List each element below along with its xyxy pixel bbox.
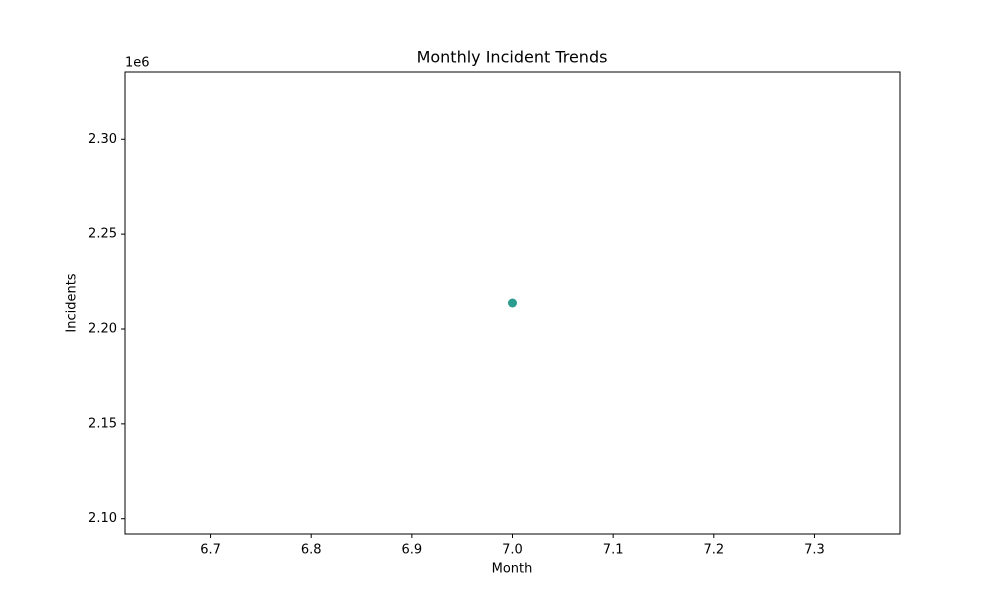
y-axis-label: Incidents: [65, 273, 80, 332]
x-axis-label: Month: [492, 562, 533, 577]
x-tick-label: 7.3: [804, 543, 825, 558]
y-tick-label: 2.25: [88, 227, 117, 242]
x-tick-label: 6.9: [402, 543, 423, 558]
y-tick-label: 2.10: [88, 511, 117, 526]
x-tick-label: 6.7: [200, 543, 221, 558]
y-tick-label: 2.30: [88, 132, 117, 147]
x-tick-label: 6.8: [301, 543, 322, 558]
x-tick-label: 7.0: [502, 543, 523, 558]
x-tick-label: 7.2: [703, 543, 724, 558]
y-tick-label: 2.20: [88, 321, 117, 336]
x-tick-label: 7.1: [603, 543, 624, 558]
data-point: [508, 298, 517, 308]
chart-title: Monthly Incident Trends: [417, 48, 608, 67]
y-tick-label: 2.15: [88, 416, 117, 431]
y-offset-label: 1e6: [125, 56, 150, 71]
